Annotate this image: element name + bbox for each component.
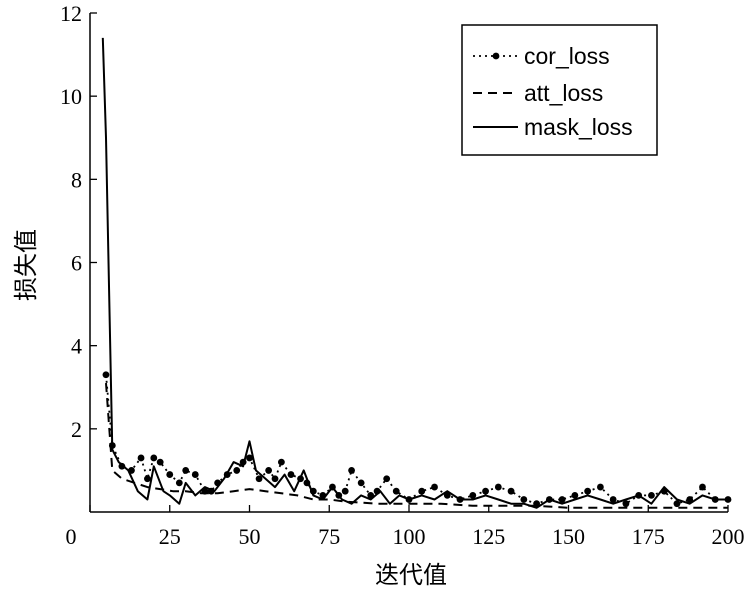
legend: cor_loss att_loss mask_loss bbox=[461, 24, 658, 156]
cor-loss-point bbox=[648, 491, 655, 499]
legend-label-cor-loss: cor_loss bbox=[524, 43, 610, 69]
legend-marker bbox=[492, 52, 500, 60]
cor-loss-point bbox=[520, 496, 528, 503]
cor-loss-point bbox=[150, 454, 158, 462]
cor-loss-point bbox=[609, 496, 617, 503]
cor-loss-point bbox=[558, 496, 566, 503]
series-line-att-loss bbox=[105, 383, 728, 509]
x-tick-label: 200 bbox=[712, 524, 745, 549]
cor-loss-point bbox=[102, 371, 110, 379]
cor-loss-point bbox=[191, 471, 199, 478]
cor-loss-point bbox=[175, 479, 183, 487]
legend-box bbox=[461, 24, 658, 156]
series-layer bbox=[101, 37, 732, 509]
x-tick-label: 175 bbox=[632, 524, 665, 549]
cor-loss-point bbox=[673, 500, 681, 508]
cor-loss-point bbox=[348, 467, 355, 474]
cor-loss-point bbox=[278, 458, 285, 466]
cor-loss-point bbox=[246, 454, 253, 462]
x-tick-label: 125 bbox=[472, 524, 505, 549]
x-tick-label: 75 bbox=[318, 524, 340, 549]
cor-loss-point bbox=[494, 483, 502, 491]
y-tick-label: 10 bbox=[60, 84, 82, 109]
cor-loss-point bbox=[686, 496, 694, 503]
cor-loss-point bbox=[265, 467, 273, 474]
cor-loss-point bbox=[699, 483, 706, 491]
cor-loss-point bbox=[156, 458, 164, 466]
cor-loss-point bbox=[137, 454, 145, 462]
x-tick-label: 100 bbox=[393, 524, 426, 549]
cor-loss-point bbox=[418, 487, 426, 495]
cor-loss-point bbox=[357, 479, 365, 487]
y-tick-label: 4 bbox=[71, 334, 82, 359]
cor-loss-point bbox=[584, 487, 592, 495]
cor-loss-point bbox=[392, 487, 400, 495]
y-tick-label: 12 bbox=[60, 1, 82, 26]
y-axis-label: 损失值 bbox=[12, 229, 40, 301]
legend-label-mask-loss: mask_loss bbox=[524, 114, 633, 140]
y-tick-label: 2 bbox=[71, 417, 82, 442]
cor-loss-point bbox=[431, 483, 438, 491]
series-line-mask-loss bbox=[101, 37, 728, 509]
series-line-cor-loss bbox=[105, 374, 728, 505]
cor-loss-point bbox=[271, 475, 279, 483]
x-tick-label: 150 bbox=[552, 524, 585, 549]
cor-loss-point bbox=[622, 500, 630, 508]
x-axis-label: 迭代值 bbox=[375, 561, 447, 589]
cor-loss-point bbox=[255, 475, 263, 483]
cor-loss-point bbox=[383, 475, 391, 483]
cor-loss-point bbox=[571, 491, 579, 499]
y-tick-label: 6 bbox=[71, 251, 82, 276]
axes: 2 4 6 8 10 12 0 25 50 75 100 125 150 175 200 bbox=[60, 1, 745, 549]
legend-label-att-loss: att_loss bbox=[524, 80, 603, 106]
x-tick-label: 0 bbox=[66, 524, 77, 549]
cor-loss-point bbox=[144, 475, 151, 483]
x-tick-label: 25 bbox=[159, 524, 181, 549]
cor-loss-point bbox=[469, 491, 477, 499]
cor-loss-point bbox=[233, 467, 241, 474]
cor-loss-point bbox=[166, 471, 174, 478]
cor-loss-point bbox=[341, 487, 349, 495]
cor-loss-point bbox=[597, 483, 604, 491]
cor-loss-point bbox=[287, 471, 295, 478]
y-tick-label: 8 bbox=[71, 167, 82, 192]
cor-loss-point bbox=[443, 491, 451, 499]
cor-loss-point bbox=[182, 467, 190, 474]
cor-loss-point bbox=[507, 487, 515, 495]
x-tick-label: 50 bbox=[239, 524, 261, 549]
cor-loss-point bbox=[482, 487, 489, 495]
